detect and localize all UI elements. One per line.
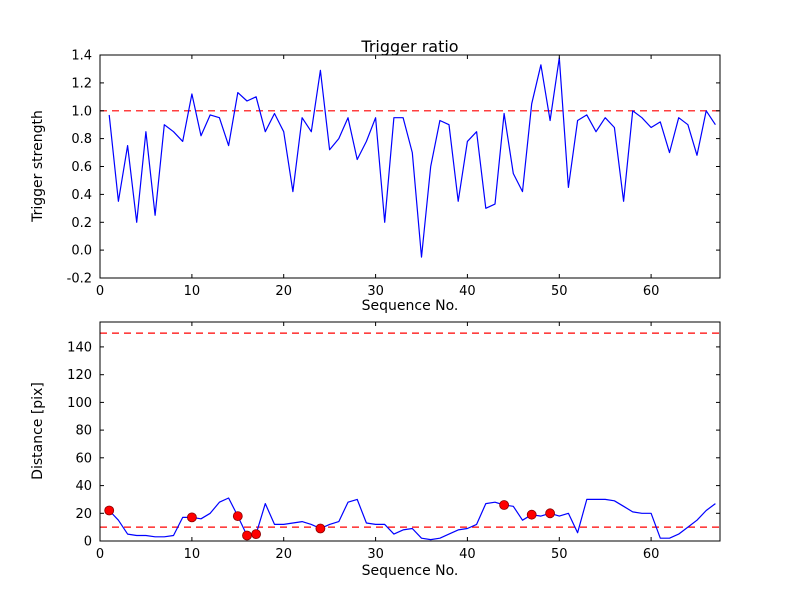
scatter-point <box>315 523 326 534</box>
top-chart-xlabel: Sequence No. <box>361 298 459 314</box>
y-tick-label: -0.2 <box>67 272 92 287</box>
scatter-point <box>232 511 243 521</box>
y-tick-label: 0.4 <box>71 188 92 203</box>
x-tick-label: 0 <box>96 547 104 562</box>
bottom-chart-xlabel: Sequence No. <box>361 563 459 579</box>
y-tick-label: 0 <box>84 535 92 550</box>
y-tick-label: 0.0 <box>71 244 92 259</box>
y-tick-label: 1.0 <box>71 104 92 119</box>
scatter-point <box>499 500 510 510</box>
x-tick-label: 60 <box>643 547 660 562</box>
x-tick-label: 0 <box>96 284 104 299</box>
y-tick-label: 120 <box>67 368 92 383</box>
x-tick-label: 20 <box>275 547 292 562</box>
x-tick-label: 50 <box>551 284 568 299</box>
top-chart-title: Trigger ratio <box>361 37 459 56</box>
x-tick-label: 10 <box>184 547 201 562</box>
scatter-point <box>186 512 197 523</box>
scatter-point <box>251 529 262 539</box>
y-tick-label: 0.8 <box>71 132 92 147</box>
y-tick-label: 0.2 <box>71 216 92 231</box>
y-tick-label: 140 <box>67 340 92 355</box>
y-tick-label: 100 <box>67 396 92 411</box>
scatter-point <box>104 505 115 516</box>
y-tick-label: 0.6 <box>71 160 92 175</box>
x-tick-label: 40 <box>459 547 476 562</box>
x-tick-label: 10 <box>184 284 201 299</box>
x-tick-label: 20 <box>275 284 292 299</box>
bottom-chart: 0 10 20 30 40 50 60 0 20 40 60 80 100 120 140 <box>67 321 721 562</box>
bottom-chart-ylabel: Distance [pix] <box>30 382 46 480</box>
scatter-point <box>545 508 555 519</box>
top-chart-ylabel: Trigger strength <box>30 110 46 222</box>
x-tick-label: 30 <box>367 547 384 562</box>
x-tick-label: 30 <box>367 284 384 299</box>
y-tick-label: 20 <box>75 507 92 522</box>
plot-frame <box>99 321 721 542</box>
top-chart: 0 10 20 30 40 50 60 -0.2 0.0 0.2 0.4 0.6 0.8 1.0 1.2 1.… <box>67 49 721 299</box>
y-tick-label: 1.4 <box>71 49 92 64</box>
scatter-point <box>526 509 537 520</box>
y-tick-label: 40 <box>75 479 92 494</box>
data-line <box>108 497 716 541</box>
y-tick-label: 60 <box>75 451 92 466</box>
data-line <box>108 57 716 258</box>
x-tick-label: 60 <box>643 284 660 299</box>
x-tick-label: 50 <box>551 547 568 562</box>
y-tick-label: 80 <box>75 424 92 439</box>
scatter-point <box>242 530 252 541</box>
x-tick-label: 40 <box>459 284 476 299</box>
y-tick-label: 1.2 <box>71 76 92 91</box>
